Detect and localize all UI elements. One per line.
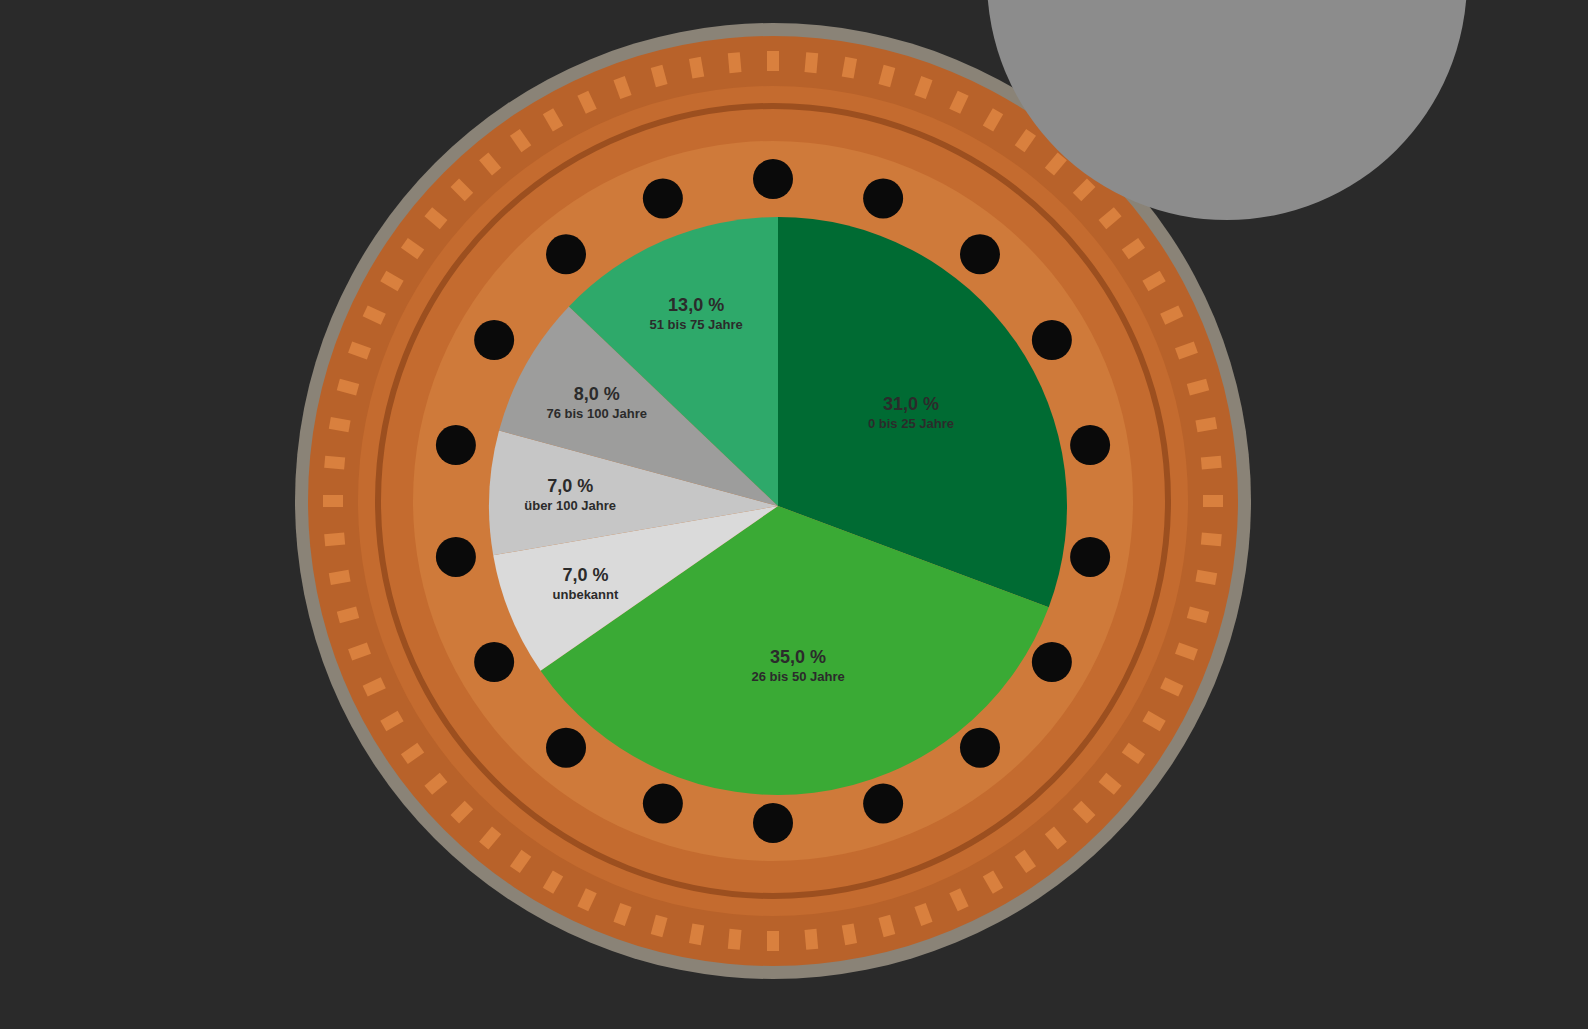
svg-text:8,0 %: 8,0 % [574, 384, 620, 404]
svg-text:51 bis 75 Jahre: 51 bis 75 Jahre [650, 317, 743, 332]
svg-text:31,0 %: 31,0 % [883, 394, 939, 414]
svg-text:35,0 %: 35,0 % [770, 647, 826, 667]
svg-text:über 100 Jahre: über 100 Jahre [524, 498, 616, 513]
svg-text:7,0 %: 7,0 % [547, 476, 593, 496]
svg-text:unbekannt: unbekannt [553, 587, 619, 602]
svg-text:7,0 %: 7,0 % [562, 565, 608, 585]
svg-text:13,0 %: 13,0 % [668, 295, 724, 315]
svg-text:0 bis 25 Jahre: 0 bis 25 Jahre [868, 416, 954, 431]
svg-text:26 bis 50 Jahre: 26 bis 50 Jahre [751, 669, 844, 684]
svg-text:76 bis 100 Jahre: 76 bis 100 Jahre [546, 406, 646, 421]
